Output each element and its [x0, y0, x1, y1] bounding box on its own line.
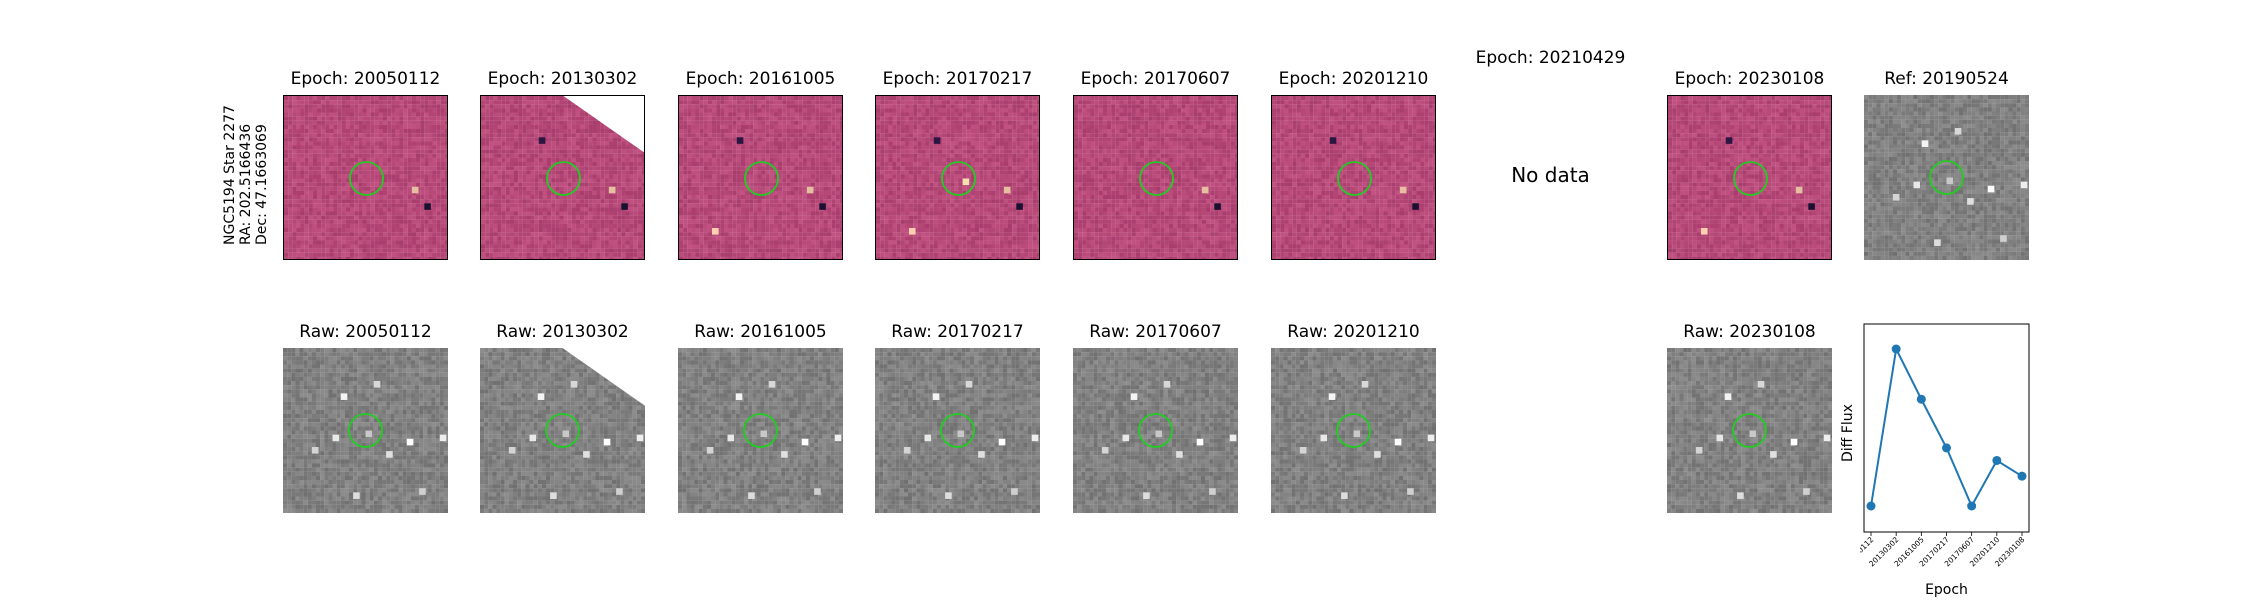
- diff-panel-title: Epoch: 20210429: [1448, 48, 1653, 68]
- data-point: [2017, 471, 2027, 481]
- diff-panel-title: Epoch: 20161005: [658, 69, 863, 89]
- diff-panel-title: Epoch: 20050112: [263, 69, 468, 89]
- raw-image: [1667, 348, 1832, 513]
- data-point: [1942, 443, 1951, 453]
- flux-series-line: [1870, 345, 2023, 509]
- aperture-circle: [1139, 161, 1174, 196]
- aperture-circle: [545, 413, 580, 448]
- difference-image: [1271, 95, 1436, 260]
- aperture-circle: [1732, 413, 1767, 448]
- diff-panel-title: Epoch: 20201210: [1251, 69, 1456, 89]
- star-label-line: NGC5194 Star 2277: [222, 105, 238, 245]
- raw-panel-title: Raw: 20130302: [460, 322, 665, 342]
- aperture-circle: [1336, 413, 1371, 448]
- aperture-circle: [1733, 161, 1768, 196]
- data-point: [1891, 344, 1901, 354]
- aperture-circle: [1337, 161, 1372, 196]
- aperture-circle: [349, 161, 384, 196]
- star-label-line: RA: 202.5166436: [238, 105, 254, 245]
- aperture-circle: [941, 161, 976, 196]
- diff-panel-title: Epoch: 20170607: [1053, 69, 1258, 89]
- raw-image: [678, 348, 843, 513]
- reference-image: [1864, 95, 2029, 260]
- raw-panel-title: Raw: 20161005: [658, 322, 863, 342]
- raw-image: [283, 348, 448, 513]
- difference-image: [480, 95, 645, 260]
- difference-image: [678, 95, 843, 260]
- aperture-circle: [744, 161, 779, 196]
- aperture-circle: [1138, 413, 1173, 448]
- raw-panel-title: Raw: 20050112: [263, 322, 468, 342]
- raw-image: [1271, 348, 1436, 513]
- data-point: [1866, 501, 1876, 511]
- star-label: NGC5194 Star 2277 RA: 202.5166436 Dec: 47.…: [222, 105, 270, 245]
- data-point: [1916, 394, 1926, 404]
- diff-panel-title: Epoch: 20130302: [460, 69, 665, 89]
- raw-panel-title: Raw: 20230108: [1647, 322, 1852, 342]
- data-point: [1967, 501, 1977, 511]
- aperture-circle: [1929, 160, 1964, 195]
- difference-image: [283, 95, 448, 260]
- diff-panel-title: Epoch: 20170217: [855, 69, 1060, 89]
- raw-image: [480, 348, 645, 513]
- raw-panel-title: Raw: 20170217: [855, 322, 1060, 342]
- aperture-circle: [743, 413, 778, 448]
- aperture-circle: [546, 161, 581, 196]
- raw-panel-title: Raw: 20201210: [1251, 322, 1456, 342]
- aperture-circle: [348, 413, 383, 448]
- diff-panel-title: Epoch: 20230108: [1647, 69, 1852, 89]
- light-curve-chart: 2005011220130302201610052017021720170607…: [1860, 323, 2030, 598]
- raw-image: [875, 348, 1040, 513]
- plot-frame: [1863, 323, 2030, 533]
- difference-image: [1667, 95, 1832, 260]
- diff-panel-title: Ref: 20190524: [1844, 69, 2049, 89]
- difference-image: [1073, 95, 1238, 260]
- x-axis-label: Epoch: [1925, 582, 1968, 598]
- y-axis-label: Diff Flux: [1840, 404, 1856, 462]
- aperture-circle: [940, 413, 975, 448]
- raw-image: [1073, 348, 1238, 513]
- difference-image: [875, 95, 1040, 260]
- data-point: [1992, 455, 2002, 465]
- raw-panel-title: Raw: 20170607: [1053, 322, 1258, 342]
- star-label-line: Dec: 47.1663069: [254, 105, 270, 245]
- no-data-text: No data: [1468, 163, 1633, 187]
